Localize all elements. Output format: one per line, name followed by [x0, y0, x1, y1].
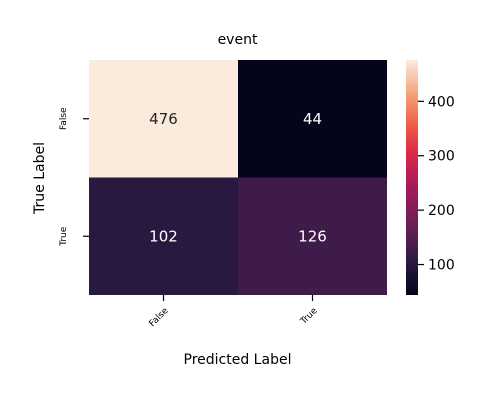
y-axis-label: True Label: [32, 142, 48, 215]
heatmap-cell: [89, 177, 238, 295]
x-tick-label: False: [148, 306, 171, 329]
cell-value-label: 102: [149, 227, 178, 245]
y-tick-label: False: [59, 107, 69, 130]
colorbar: [406, 60, 418, 295]
heatmap-cell: [89, 60, 238, 178]
heatmap-cells: 476 44 102 126: [89, 60, 387, 295]
colorbar-tick-label: 200: [428, 203, 455, 219]
y-tick-label: True: [59, 226, 69, 247]
x-axis-label: Predicted Label: [184, 352, 292, 368]
colorbar-tick-label: 400: [428, 94, 455, 110]
colorbar-tick-label: 100: [428, 258, 455, 274]
heatmap-cell: [238, 60, 387, 178]
cell-value-label: 126: [298, 227, 327, 245]
cell-value-label: 44: [303, 110, 322, 128]
heatmap-cell: [238, 177, 387, 295]
y-axis-ticks: False True: [59, 107, 89, 247]
chart-title: event: [218, 32, 258, 48]
colorbar-tick-label: 300: [428, 149, 455, 165]
colorbar-ticks: 100 200 300 400: [418, 94, 455, 274]
cell-value-label: 476: [149, 110, 178, 128]
x-tick-label: True: [298, 306, 320, 328]
x-axis-ticks: False True: [148, 295, 320, 329]
